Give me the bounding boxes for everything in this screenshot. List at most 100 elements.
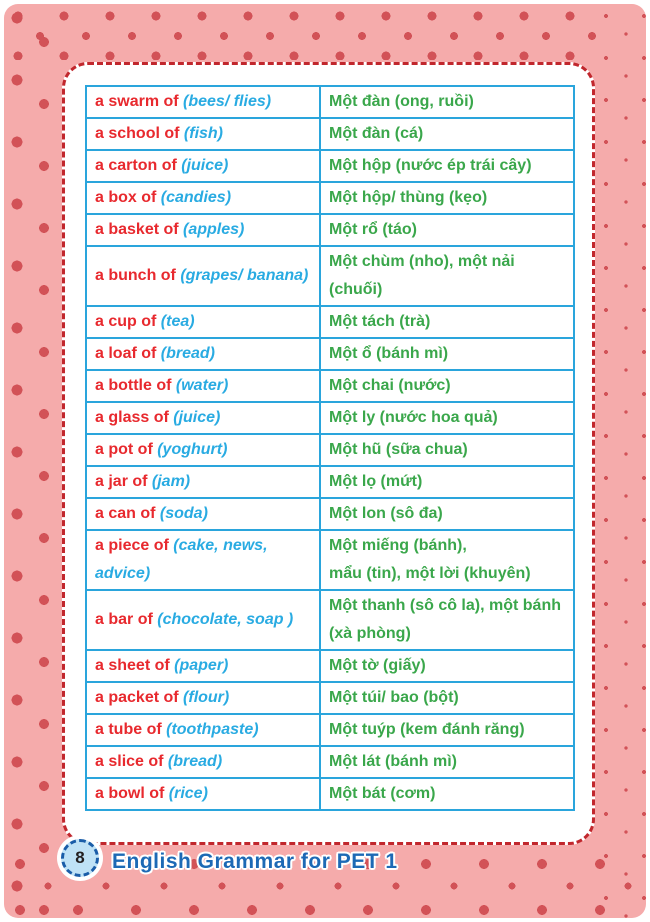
english-phrase-cell: a packet of (flour)	[85, 681, 321, 715]
english-quantifier: a jar of	[95, 473, 152, 490]
vietnamese-translation-cell: Một tuýp (kem đánh răng)	[319, 713, 575, 747]
english-quantifier: a basket of	[95, 221, 184, 238]
english-quantifier: a glass of	[95, 409, 174, 426]
vietnamese-translation-cell: Một lon (sô đa)	[319, 497, 575, 531]
english-phrase-cell: a piece of (cake, news, advice)	[85, 529, 321, 591]
vietnamese-translation-cell: Một ly (nước hoa quả)	[319, 401, 575, 435]
english-phrase-cell: a loaf of (bread)	[85, 337, 321, 371]
english-noun-italic: (fish)	[183, 125, 224, 142]
vietnamese-translation-cell: Một hộp (nước ép trái cây)	[319, 149, 575, 183]
vietnamese-translation-cell: Một thanh (sô cô la), một bánh (xà phòng…	[319, 589, 575, 651]
polka-dots-top	[4, 4, 596, 60]
english-quantifier: a swarm of	[95, 93, 184, 110]
content-card: a swarm of (bees/ flies) Một đàn (ong, r…	[62, 62, 595, 845]
english-noun-italic: (grapes/ banana)	[180, 267, 309, 284]
table-row: a pot of (yoghurt) Một hũ (sữa chua)	[85, 433, 575, 467]
english-quantifier: a piece of	[95, 537, 174, 554]
english-noun-italic: (juice)	[181, 157, 229, 174]
vietnamese-translation-cell: Một chai (nước)	[319, 369, 575, 403]
english-quantifier: a bunch of	[95, 267, 181, 284]
vietnamese-translation-cell: Một đàn (ong, ruồi)	[319, 85, 575, 119]
vietnamese-translation-cell: Một tờ (giấy)	[319, 649, 575, 683]
vietnamese-translation-cell: Một rổ (táo)	[319, 213, 575, 247]
english-phrase-cell: a bottle of (water)	[85, 369, 321, 403]
english-noun-italic: (jam)	[151, 473, 191, 490]
table-row: a can of (soda) Một lon (sô đa)	[85, 497, 575, 531]
table-row: a packet of (flour) Một túi/ bao (bột)	[85, 681, 575, 715]
english-quantifier: a box of	[95, 189, 161, 206]
table-row: a cup of (tea) Một tách (trà)	[85, 305, 575, 339]
english-phrase-cell: a school of (fish)	[85, 117, 321, 151]
table-row: a bar of (chocolate, soap ) Một thanh (s…	[85, 589, 575, 651]
english-phrase-cell: a bar of (chocolate, soap )	[85, 589, 321, 651]
vietnamese-translation-cell: Một miếng (bánh), mẩu (tin), một lời (kh…	[319, 529, 575, 591]
vietnamese-translation-cell: Một chùm (nho), một nải (chuối)	[319, 245, 575, 307]
table-row: a loaf of (bread) Một ổ (bánh mì)	[85, 337, 575, 371]
english-noun-italic: (cake, news, advice)	[95, 537, 268, 582]
english-quantifier: a carton of	[95, 157, 182, 174]
english-quantifier: a packet of	[95, 689, 184, 706]
english-phrase-cell: a carton of (juice)	[85, 149, 321, 183]
table-row: a school of (fish) Một đàn (cá)	[85, 117, 575, 151]
english-noun-italic: (paper)	[174, 657, 229, 674]
english-quantifier: a can of	[95, 505, 160, 522]
table-row: a carton of (juice) Một hộp (nước ép trá…	[85, 149, 575, 183]
english-noun-italic: (tea)	[160, 313, 195, 330]
polka-dots-bottom	[4, 848, 646, 918]
table-row: a box of (candies) Một hộp/ thùng (kẹo)	[85, 181, 575, 215]
english-noun-italic: (chocolate, soap )	[157, 611, 294, 628]
vietnamese-translation-cell: Một lọ (mứt)	[319, 465, 575, 499]
table-row: a jar of (jam) Một lọ (mứt)	[85, 465, 575, 499]
polka-dots-right	[596, 4, 646, 918]
english-noun-italic: (candies)	[160, 189, 232, 206]
english-noun-italic: (bees/ flies)	[183, 93, 272, 110]
english-noun-italic: (soda)	[159, 505, 208, 522]
english-noun-italic: (water)	[175, 377, 229, 394]
english-noun-italic: (flour)	[183, 689, 230, 706]
english-phrase-cell: a glass of (juice)	[85, 401, 321, 435]
vietnamese-translation-cell: Một túi/ bao (bột)	[319, 681, 575, 715]
vietnamese-translation-cell: Một bát (cơm)	[319, 777, 575, 811]
english-quantifier: a slice of	[95, 753, 168, 770]
quantifier-table-body: a swarm of (bees/ flies) Một đàn (ong, r…	[85, 85, 575, 811]
english-phrase-cell: a cup of (tea)	[85, 305, 321, 339]
english-noun-italic: (bread)	[167, 753, 223, 770]
polka-dots-left	[4, 4, 60, 918]
english-noun-italic: (yoghurt)	[157, 441, 228, 458]
table-row: a bunch of (grapes/ banana) Một chùm (nh…	[85, 245, 575, 307]
vietnamese-translation-cell: Một hũ (sữa chua)	[319, 433, 575, 467]
english-quantifier: a loaf of	[95, 345, 161, 362]
english-phrase-cell: a swarm of (bees/ flies)	[85, 85, 321, 119]
english-noun-italic: (toothpaste)	[166, 721, 259, 738]
table-row: a piece of (cake, news, advice) Một miến…	[85, 529, 575, 591]
table-row: a bowl of (rice) Một bát (cơm)	[85, 777, 575, 811]
english-quantifier: a school of	[95, 125, 184, 142]
english-quantifier: a cup of	[95, 313, 161, 330]
quantifier-table: a swarm of (bees/ flies) Một đàn (ong, r…	[85, 85, 575, 811]
vietnamese-translation-cell: Một tách (trà)	[319, 305, 575, 339]
english-quantifier: a bowl of	[95, 785, 169, 802]
english-noun-italic: (apples)	[183, 221, 245, 238]
table-row: a basket of (apples) Một rổ (táo)	[85, 213, 575, 247]
table-row: a swarm of (bees/ flies) Một đàn (ong, r…	[85, 85, 575, 119]
table-row: a tube of (toothpaste) Một tuýp (kem đán…	[85, 713, 575, 747]
vietnamese-translation-cell: Một ổ (bánh mì)	[319, 337, 575, 371]
english-quantifier: a bar of	[95, 611, 158, 628]
english-quantifier: a tube of	[95, 721, 167, 738]
table-row: a slice of (bread) Một lát (bánh mì)	[85, 745, 575, 779]
english-phrase-cell: a pot of (yoghurt)	[85, 433, 321, 467]
english-phrase-cell: a bowl of (rice)	[85, 777, 321, 811]
table-row: a glass of (juice) Một ly (nước hoa quả)	[85, 401, 575, 435]
table-row: a bottle of (water) Một chai (nước)	[85, 369, 575, 403]
vietnamese-translation-cell: Một đàn (cá)	[319, 117, 575, 151]
english-phrase-cell: a basket of (apples)	[85, 213, 321, 247]
english-quantifier: a pot of	[95, 441, 158, 458]
english-phrase-cell: a bunch of (grapes/ banana)	[85, 245, 321, 307]
vietnamese-translation-cell: Một hộp/ thùng (kẹo)	[319, 181, 575, 215]
english-quantifier: a bottle of	[95, 377, 176, 394]
english-phrase-cell: a can of (soda)	[85, 497, 321, 531]
english-phrase-cell: a jar of (jam)	[85, 465, 321, 499]
english-phrase-cell: a slice of (bread)	[85, 745, 321, 779]
english-phrase-cell: a tube of (toothpaste)	[85, 713, 321, 747]
vietnamese-translation-cell: Một lát (bánh mì)	[319, 745, 575, 779]
